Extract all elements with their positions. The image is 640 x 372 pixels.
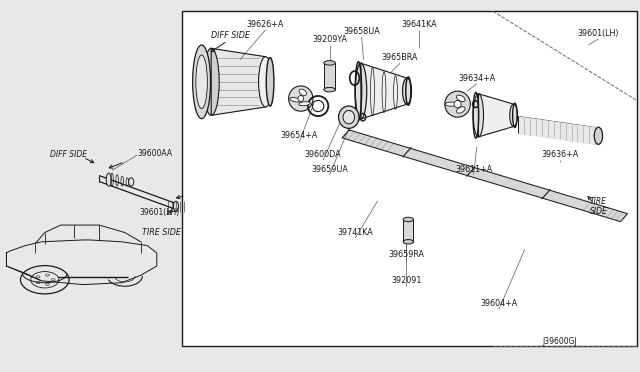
Text: TIRE
SIDE: TIRE SIDE xyxy=(589,197,607,216)
Ellipse shape xyxy=(204,48,219,115)
Ellipse shape xyxy=(343,110,355,124)
Ellipse shape xyxy=(129,178,134,186)
Polygon shape xyxy=(342,130,628,222)
Text: 39626+A: 39626+A xyxy=(247,20,284,29)
Text: 39741KA: 39741KA xyxy=(337,228,373,237)
Text: 39641KA: 39641KA xyxy=(401,20,437,29)
Ellipse shape xyxy=(403,240,413,244)
Text: 39600AA: 39600AA xyxy=(138,149,173,158)
Text: DIFF SIDE: DIFF SIDE xyxy=(50,150,87,159)
Text: 392091: 392091 xyxy=(391,276,422,285)
Ellipse shape xyxy=(339,106,359,128)
Text: 39634+A: 39634+A xyxy=(458,74,495,83)
Ellipse shape xyxy=(299,89,307,96)
Polygon shape xyxy=(211,48,266,115)
Ellipse shape xyxy=(510,104,518,126)
Ellipse shape xyxy=(456,95,465,102)
Ellipse shape xyxy=(106,173,111,186)
Text: 39601(LH): 39601(LH) xyxy=(140,208,180,217)
Ellipse shape xyxy=(456,107,465,113)
Ellipse shape xyxy=(403,78,412,104)
Ellipse shape xyxy=(474,94,484,137)
Text: 39658UA: 39658UA xyxy=(343,27,380,36)
Ellipse shape xyxy=(266,58,274,106)
Polygon shape xyxy=(361,63,407,119)
Ellipse shape xyxy=(454,100,461,108)
Ellipse shape xyxy=(595,127,603,144)
Ellipse shape xyxy=(324,87,335,92)
Ellipse shape xyxy=(355,63,367,119)
Ellipse shape xyxy=(196,55,207,109)
Text: 39659UA: 39659UA xyxy=(311,165,348,174)
Text: DIFF SIDE: DIFF SIDE xyxy=(211,31,250,40)
Text: 39636+A: 39636+A xyxy=(541,150,579,159)
Text: 39601(LH): 39601(LH) xyxy=(578,29,619,38)
Text: 39611+A: 39611+A xyxy=(455,165,492,174)
Text: 39654+A: 39654+A xyxy=(281,131,318,140)
Ellipse shape xyxy=(193,45,211,119)
Text: TIRE SIDE: TIRE SIDE xyxy=(142,228,180,237)
Ellipse shape xyxy=(445,102,457,106)
Bar xyxy=(324,63,335,90)
Ellipse shape xyxy=(259,57,273,107)
Ellipse shape xyxy=(445,91,470,117)
Ellipse shape xyxy=(299,102,310,106)
Bar xyxy=(182,11,637,346)
Text: 39600DA: 39600DA xyxy=(305,150,342,159)
Text: 3965BRA: 3965BRA xyxy=(382,53,418,62)
Text: J39600GJ: J39600GJ xyxy=(543,337,577,346)
Ellipse shape xyxy=(173,201,179,212)
Bar xyxy=(403,219,413,242)
Ellipse shape xyxy=(290,97,300,102)
Text: 39604+A: 39604+A xyxy=(481,299,518,308)
Ellipse shape xyxy=(403,217,413,222)
Text: 39659RA: 39659RA xyxy=(388,250,424,259)
Text: 39209YA: 39209YA xyxy=(312,35,347,44)
Ellipse shape xyxy=(324,61,335,65)
Polygon shape xyxy=(479,94,514,137)
Ellipse shape xyxy=(289,86,313,111)
Ellipse shape xyxy=(298,96,303,102)
